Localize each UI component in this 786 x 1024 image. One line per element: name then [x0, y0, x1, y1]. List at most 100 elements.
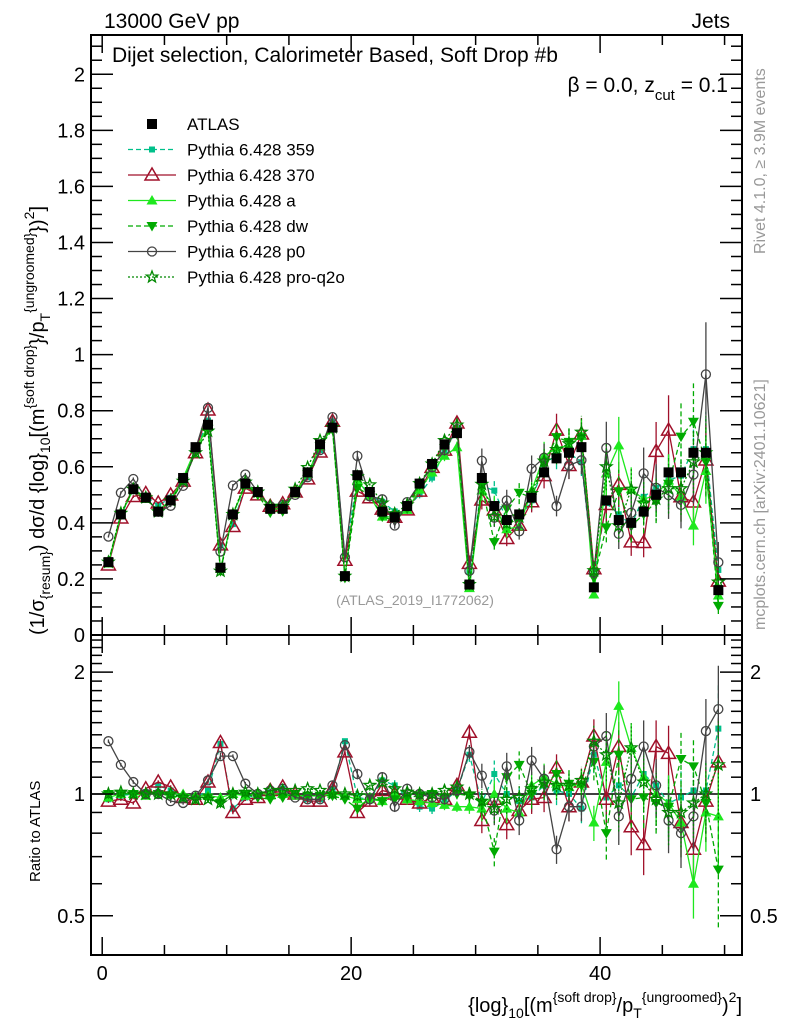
ratio-point — [551, 844, 562, 855]
data-point — [685, 454, 702, 469]
ratio-point — [698, 786, 714, 801]
series-line — [107, 424, 719, 596]
ratio-point — [175, 789, 191, 804]
ratio-point — [626, 773, 637, 784]
atlas-data-point — [128, 484, 139, 495]
y-tick-label: 0.8 — [57, 401, 85, 423]
ratio-point — [199, 773, 217, 788]
ratio-point — [598, 746, 614, 762]
ratio-point — [661, 804, 677, 819]
x-tick-label: 20 — [340, 963, 362, 985]
ratio-point — [648, 791, 664, 806]
ratio-point — [622, 818, 640, 833]
atlas-data-point — [277, 503, 288, 514]
ratio-point — [262, 782, 278, 797]
ratio-tick-label-right: 2 — [750, 662, 761, 684]
ratio-point — [325, 785, 340, 801]
atlas-data-point — [613, 515, 624, 526]
ratio-point — [349, 787, 365, 803]
ratio-point — [376, 797, 388, 807]
ratio-point — [138, 785, 154, 801]
ratio-point — [336, 743, 354, 758]
data-point — [514, 526, 525, 537]
ratio-point — [588, 817, 600, 827]
y-tick-label: 0.6 — [57, 457, 85, 479]
data-point — [600, 523, 612, 533]
ratio-point — [687, 878, 699, 888]
ratio-point — [449, 779, 465, 794]
legend-label: Pythia 6.428 370 — [187, 166, 315, 185]
legend-label: Pythia 6.428 p0 — [187, 243, 305, 262]
y-tick-label: 1.2 — [57, 289, 85, 311]
ratio-point — [373, 781, 391, 797]
ratio-point — [327, 780, 338, 791]
ratio-point — [638, 793, 650, 803]
atlas-data-point — [601, 495, 612, 506]
legend: ATLAS Pythia 6.428 359 Pythia 6.428 370 Pyt… — [128, 115, 345, 287]
beam-label: 13000 GeV pp — [104, 10, 239, 33]
atlas-data-point — [402, 501, 413, 512]
ratio-point — [524, 780, 540, 796]
x-axis-label: {log}10[(m{soft drop}/pT{ungroomed})2] — [468, 989, 742, 1021]
data-point — [202, 402, 214, 414]
atlas-data-point — [377, 506, 388, 517]
data-point — [513, 488, 525, 499]
ratio-point — [712, 810, 724, 821]
y-axis-label: (1/σ{resum}) dσ/d {log}10[(m{soft drop}}… — [21, 206, 53, 635]
data-point — [622, 533, 640, 548]
ratio-point — [300, 780, 316, 796]
atlas-data-point — [576, 442, 587, 453]
ratio-point — [311, 792, 329, 807]
ratio-point — [613, 811, 624, 822]
ratio-point — [227, 750, 239, 762]
data-point — [586, 562, 602, 577]
atlas-data-point — [551, 453, 562, 464]
ratio-point — [491, 771, 498, 778]
ratio-point — [526, 755, 537, 766]
mcplots-label: mcplots.cern.ch [arXiv:2401.10621] — [752, 379, 769, 630]
data-point — [464, 565, 475, 577]
ratio-point — [461, 786, 477, 801]
title-sub: cut — [655, 87, 676, 104]
ratio-point — [389, 795, 401, 805]
axes: 0 20 40 0 0.2 0.4 0.6 0.8 1 1.2 1.4 1.6 1.8 2 0.5 0.5 1 1… — [57, 34, 778, 985]
atlas-data-point — [663, 467, 674, 478]
ratio-point — [548, 777, 564, 792]
ratio-point — [498, 816, 516, 831]
ratio-point — [387, 780, 403, 796]
ratio-point — [299, 792, 316, 807]
plot-title: Dijet selection, Calorimeter Based, Soft… — [112, 44, 558, 67]
y-tick-label: 0.4 — [57, 513, 85, 535]
data-point — [548, 441, 564, 456]
data-point — [687, 520, 699, 530]
data-point — [429, 474, 436, 481]
data-point — [626, 507, 637, 518]
data-point — [623, 481, 639, 496]
data-point — [103, 531, 114, 542]
ratio-tick-label: 1 — [74, 784, 85, 806]
x-tick-label: 40 — [589, 963, 611, 985]
ratio-point — [364, 794, 375, 805]
ratio-point — [464, 746, 475, 758]
atlas-data-point — [115, 509, 126, 520]
data-point — [710, 574, 726, 589]
data-point — [613, 439, 625, 450]
data-point — [576, 455, 587, 466]
ratio-point — [474, 793, 490, 808]
atlas-data-point — [563, 447, 574, 458]
data-point — [451, 441, 463, 452]
ratio-point — [202, 793, 214, 803]
ratio-point — [125, 785, 141, 801]
atlas-data-point — [427, 458, 438, 469]
data-point — [551, 433, 563, 443]
ratio-point — [389, 801, 400, 812]
ratio-point — [615, 782, 622, 789]
data-point — [551, 500, 562, 512]
ratio-point — [314, 794, 326, 805]
atlas-data-point — [178, 472, 189, 483]
legend-marker — [149, 146, 155, 153]
data-point — [339, 552, 351, 563]
y-tick-label: 1.4 — [57, 232, 85, 254]
ratio-point — [586, 733, 602, 748]
ratio-point — [635, 836, 652, 851]
